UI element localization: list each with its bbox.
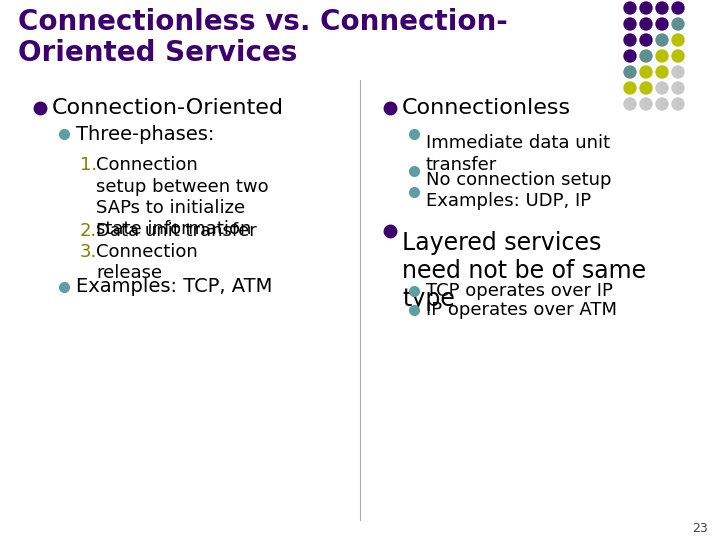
Circle shape xyxy=(672,98,684,110)
Circle shape xyxy=(656,18,668,30)
Circle shape xyxy=(624,2,636,14)
Text: Examples: UDP, IP: Examples: UDP, IP xyxy=(426,192,591,210)
Circle shape xyxy=(624,66,636,78)
Circle shape xyxy=(672,66,684,78)
Text: Connectionless vs. Connection-
Oriented Services: Connectionless vs. Connection- Oriented … xyxy=(18,8,508,68)
Circle shape xyxy=(672,82,684,94)
Circle shape xyxy=(624,18,636,30)
Circle shape xyxy=(640,34,652,46)
Text: 2.: 2. xyxy=(80,222,97,240)
Text: Data unit transfer: Data unit transfer xyxy=(96,222,257,240)
Circle shape xyxy=(672,50,684,62)
Text: No connection setup: No connection setup xyxy=(426,171,611,189)
Circle shape xyxy=(672,18,684,30)
Circle shape xyxy=(624,98,636,110)
Text: IP operates over ATM: IP operates over ATM xyxy=(426,301,617,319)
Circle shape xyxy=(656,50,668,62)
Circle shape xyxy=(640,82,652,94)
Text: Three-phases:: Three-phases: xyxy=(76,125,215,144)
Circle shape xyxy=(640,2,652,14)
Circle shape xyxy=(656,82,668,94)
Text: Immediate data unit
transfer: Immediate data unit transfer xyxy=(426,134,610,173)
Circle shape xyxy=(656,66,668,78)
Text: Examples: TCP, ATM: Examples: TCP, ATM xyxy=(76,278,272,296)
Circle shape xyxy=(656,2,668,14)
Text: Layered services
need not be of same
type: Layered services need not be of same typ… xyxy=(402,231,646,310)
Circle shape xyxy=(624,34,636,46)
Circle shape xyxy=(624,82,636,94)
Text: 1.: 1. xyxy=(80,156,97,174)
Circle shape xyxy=(640,18,652,30)
Circle shape xyxy=(656,34,668,46)
Text: Connection
setup between two
SAPs to initialize
state information: Connection setup between two SAPs to ini… xyxy=(96,156,269,239)
Circle shape xyxy=(640,98,652,110)
Text: 23: 23 xyxy=(692,522,708,535)
Text: Connection
release: Connection release xyxy=(96,243,198,282)
Circle shape xyxy=(624,50,636,62)
Circle shape xyxy=(640,66,652,78)
Text: TCP operates over IP: TCP operates over IP xyxy=(426,282,613,300)
Text: Connection-Oriented: Connection-Oriented xyxy=(52,98,284,118)
Circle shape xyxy=(656,98,668,110)
Text: 3.: 3. xyxy=(80,243,97,261)
Circle shape xyxy=(640,50,652,62)
Circle shape xyxy=(672,34,684,46)
Text: Connectionless: Connectionless xyxy=(402,98,571,118)
Circle shape xyxy=(672,2,684,14)
